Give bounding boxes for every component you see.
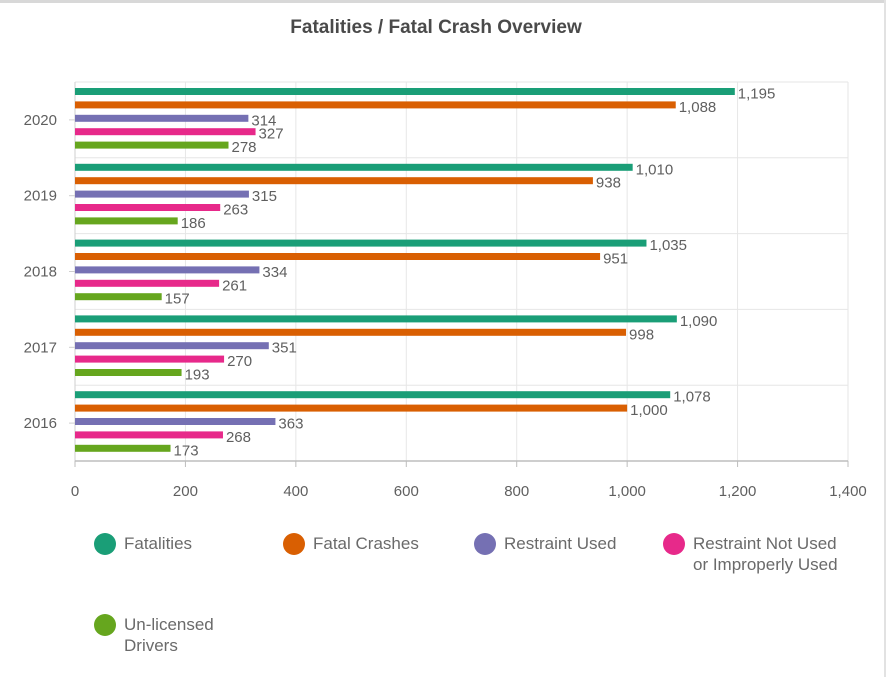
x-tick-label: 1,400 (829, 483, 867, 500)
bar (75, 163, 633, 171)
top-border (0, 0, 886, 3)
x-tick-label: 0 (71, 483, 79, 500)
x-tick-label: 1,000 (608, 483, 646, 500)
bar (75, 404, 628, 412)
bar (75, 177, 593, 185)
bar (75, 342, 269, 350)
legend-swatch (663, 533, 685, 555)
legend-swatch (94, 614, 116, 636)
data-label: 363 (278, 416, 303, 433)
legend-item[interactable]: Fatal Crashes (283, 533, 463, 555)
data-label: 334 (262, 264, 287, 281)
bar (75, 279, 220, 287)
bar (75, 101, 676, 109)
data-label: 157 (165, 291, 190, 308)
data-label: 1,090 (680, 313, 718, 330)
data-label: 1,088 (679, 99, 717, 116)
x-tick-label: 800 (504, 483, 529, 500)
bar (75, 355, 225, 363)
bar (75, 315, 677, 323)
bar (75, 190, 249, 198)
legend-swatch (94, 533, 116, 555)
y-category-label: 2019 (24, 188, 57, 205)
bar (75, 204, 221, 211)
data-label: 1,010 (636, 161, 674, 178)
bar (75, 141, 229, 149)
legend-item[interactable]: Un-licensed Drivers (94, 614, 234, 656)
x-tick-label: 400 (283, 483, 308, 500)
legend-label: Restraint Not Used or Improperly Used (693, 534, 838, 574)
bar (75, 418, 276, 425)
legend-label: Fatal Crashes (313, 534, 419, 553)
bar (75, 217, 178, 225)
bar (75, 239, 647, 247)
data-label: 186 (181, 215, 206, 232)
data-label: 1,195 (738, 86, 776, 103)
bar (75, 328, 627, 336)
data-label: 193 (185, 367, 210, 384)
data-label: 173 (174, 442, 199, 459)
legend-item[interactable]: Restraint Not Used or Improperly Used (663, 533, 838, 575)
data-label: 314 (251, 112, 276, 129)
x-tick-label: 1,200 (719, 483, 757, 500)
data-label: 315 (252, 188, 277, 205)
data-label: 951 (603, 251, 628, 268)
data-label: 1,035 (649, 237, 687, 254)
data-label: 268 (226, 429, 251, 446)
data-label: 998 (629, 326, 654, 343)
y-category-label: 2016 (24, 415, 57, 432)
legend-item[interactable]: Fatalities (94, 533, 274, 555)
data-label: 327 (259, 126, 284, 143)
bar (75, 266, 260, 274)
legend-label: Un-licensed Drivers (124, 615, 214, 655)
data-label: 270 (227, 353, 252, 370)
bar (75, 293, 162, 301)
data-label: 938 (596, 175, 621, 192)
data-label: 278 (231, 139, 256, 156)
bar (75, 253, 601, 260)
data-label: 1,078 (673, 389, 711, 406)
data-label: 263 (223, 202, 248, 219)
bar (75, 88, 735, 95)
legend-swatch (283, 533, 305, 555)
legend-label: Fatalities (124, 534, 193, 553)
chart-title: Fatalities / Fatal Crash Overview (290, 17, 582, 38)
bar (75, 128, 256, 136)
legend-item[interactable]: Restraint Used (474, 533, 654, 555)
y-category-label: 2020 (24, 112, 57, 129)
bar (75, 431, 223, 439)
data-label: 351 (272, 340, 297, 357)
y-category-label: 2018 (24, 264, 57, 281)
bar (75, 444, 171, 452)
data-label: 1,000 (630, 402, 668, 419)
legend-swatch (474, 533, 496, 555)
bar (75, 369, 182, 376)
x-tick-label: 600 (394, 483, 419, 500)
bar (75, 391, 671, 399)
bar (75, 114, 249, 122)
data-label: 261 (222, 277, 247, 294)
right-border (884, 0, 886, 677)
y-category-label: 2017 (24, 339, 57, 356)
legend-label: Restraint Used (504, 534, 617, 553)
x-tick-label: 200 (173, 483, 198, 500)
